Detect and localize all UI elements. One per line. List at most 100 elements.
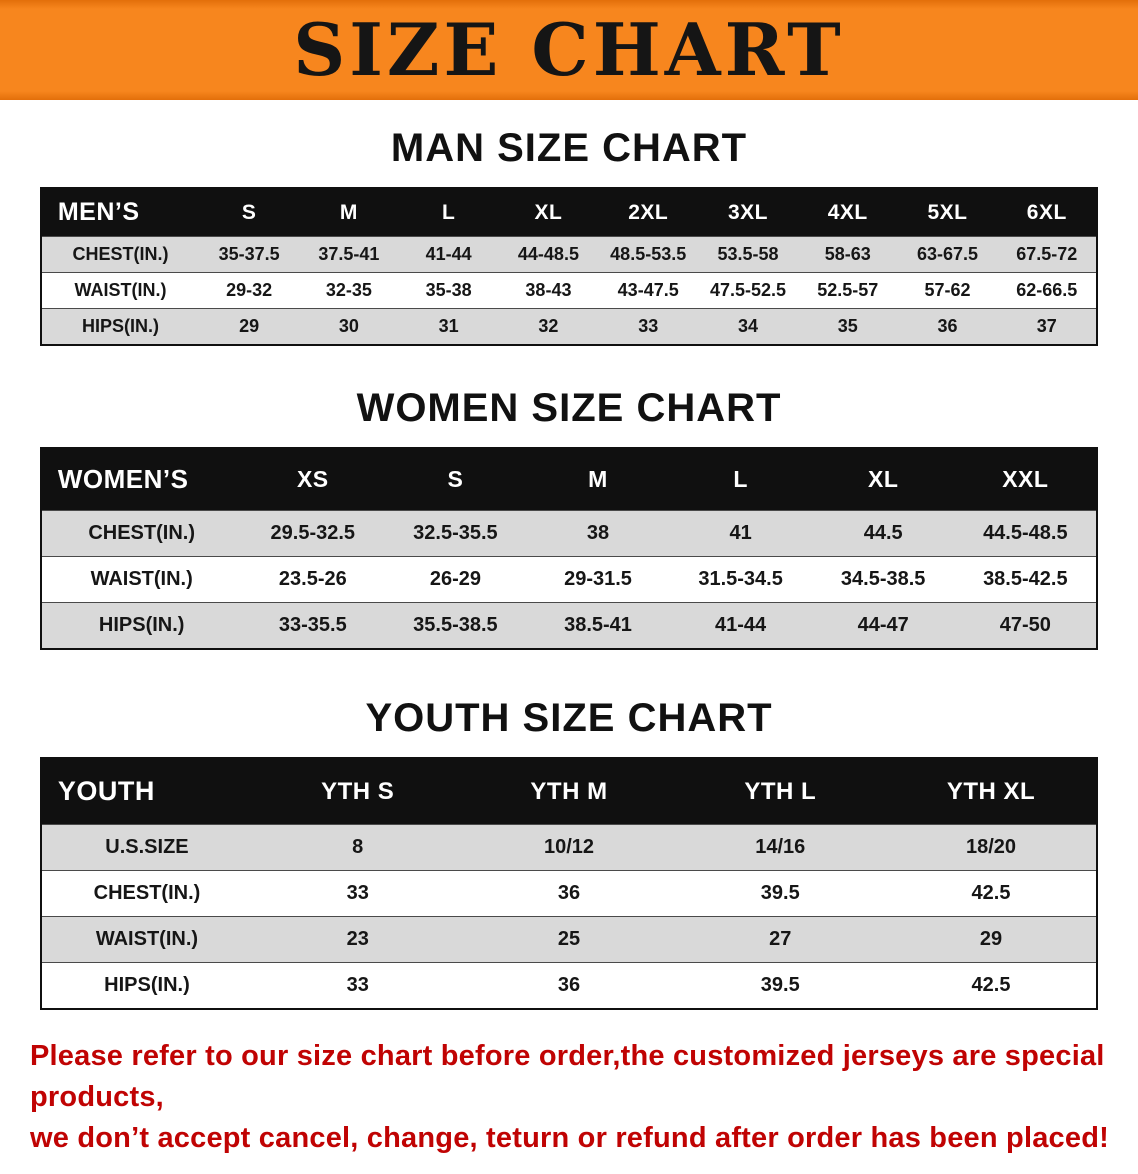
table-header-row: MEN’S S M L XL 2XL 3XL 4XL 5XL 6XL	[40, 188, 1098, 237]
size-column-header: YTH XL	[885, 758, 1098, 825]
size-value-cell: 32	[498, 308, 599, 345]
size-value-cell: 35-37.5	[199, 236, 300, 273]
size-value-cell: 10/12	[463, 824, 675, 871]
size-value-cell: 29	[199, 308, 300, 345]
size-value-cell: 8	[252, 824, 464, 871]
size-value-cell: 47-50	[954, 602, 1098, 649]
size-value-cell: 44.5-48.5	[954, 510, 1098, 557]
size-value-cell: 33	[252, 962, 464, 1009]
size-value-cell: 39.5	[674, 962, 886, 1009]
table-row: U.S.SIZE 8 10/12 14/16 18/20	[40, 824, 1098, 871]
size-value-cell: 30	[299, 308, 399, 345]
disclaimer: Please refer to our size chart before or…	[0, 1036, 1138, 1174]
table-row: WAIST(IN.) 29-32 32-35 35-38 38-43 43-47.5 47.…	[40, 272, 1098, 309]
row-label: CHEST(IN.)	[40, 870, 253, 917]
size-column-header: S	[199, 188, 300, 237]
size-column-header: YTH S	[252, 758, 464, 825]
size-column-header: L	[669, 448, 812, 511]
size-value-cell: 47.5-52.5	[698, 272, 798, 309]
size-value-cell: 44.5	[811, 510, 955, 557]
row-label: HIPS(IN.)	[40, 962, 253, 1009]
size-value-cell: 34.5-38.5	[811, 556, 955, 603]
size-value-cell: 52.5-57	[797, 272, 898, 309]
man-table-title: MEN’S	[40, 188, 200, 237]
row-label: HIPS(IN.)	[40, 308, 200, 345]
size-value-cell: 29.5-32.5	[241, 510, 385, 557]
table-header-row: YOUTH YTH S YTH M YTH L YTH XL	[40, 758, 1098, 825]
size-column-header: XL	[811, 448, 955, 511]
table-row: CHEST(IN.) 29.5-32.5 32.5-35.5 38 41 44.5 44.5…	[40, 510, 1098, 557]
size-value-cell: 35-38	[398, 272, 499, 309]
size-column-header: XL	[498, 188, 599, 237]
man-size-chart-section: MAN SIZE CHART MEN’S S M L XL 2XL 3XL 4XL 5XL 6XL C…	[0, 100, 1138, 346]
size-value-cell: 31.5-34.5	[669, 556, 812, 603]
size-value-cell: 18/20	[885, 824, 1098, 871]
table-row: WAIST(IN.) 23 25 27 29	[40, 916, 1098, 963]
size-chart-sections: MAN SIZE CHART MEN’S S M L XL 2XL 3XL 4XL 5XL 6XL C…	[0, 100, 1138, 1010]
size-value-cell: 29	[885, 916, 1098, 963]
size-value-cell: 36	[897, 308, 998, 345]
size-column-header: 6XL	[997, 188, 1098, 237]
size-column-header: 3XL	[698, 188, 798, 237]
size-value-cell: 32-35	[299, 272, 399, 309]
women-table-title: WOMEN’S	[40, 448, 242, 511]
size-column-header: YTH L	[674, 758, 886, 825]
size-value-cell: 35	[797, 308, 898, 345]
youth-size-chart-heading: YOUTH SIZE CHART	[365, 696, 773, 740]
size-value-cell: 36	[463, 962, 675, 1009]
size-column-header: XXL	[954, 448, 1098, 511]
size-value-cell: 23.5-26	[241, 556, 385, 603]
size-value-cell: 34	[698, 308, 798, 345]
size-value-cell: 48.5-53.5	[598, 236, 699, 273]
size-value-cell: 53.5-58	[698, 236, 798, 273]
size-column-header: L	[398, 188, 499, 237]
row-label: WAIST(IN.)	[40, 272, 200, 309]
row-label: WAIST(IN.)	[40, 916, 253, 963]
size-column-header: 4XL	[797, 188, 898, 237]
size-value-cell: 62-66.5	[997, 272, 1098, 309]
size-value-cell: 38	[526, 510, 670, 557]
size-value-cell: 42.5	[885, 870, 1098, 917]
man-size-table: MEN’S S M L XL 2XL 3XL 4XL 5XL 6XL CHEST(IN.) 35-37…	[39, 187, 1099, 346]
size-value-cell: 14/16	[674, 824, 886, 871]
disclaimer-line-1: Please refer to our size chart before or…	[30, 1040, 1105, 1114]
size-value-cell: 32.5-35.5	[384, 510, 527, 557]
size-column-header: M	[299, 188, 399, 237]
table-row: CHEST(IN.) 35-37.5 37.5-41 41-44 44-48.5 48.5…	[40, 236, 1098, 273]
disclaimer-line-2: we don’t accept cancel, change, teturn o…	[30, 1122, 1109, 1155]
row-label: HIPS(IN.)	[40, 602, 242, 649]
size-value-cell: 67.5-72	[997, 236, 1098, 273]
size-value-cell: 44-47	[811, 602, 955, 649]
youth-size-table: YOUTH YTH S YTH M YTH L YTH XL U.S.SIZE 8 10/12…	[39, 757, 1099, 1010]
size-value-cell: 25	[463, 916, 675, 963]
row-label: U.S.SIZE	[40, 824, 253, 871]
size-value-cell: 41-44	[669, 602, 812, 649]
row-label: CHEST(IN.)	[40, 236, 200, 273]
size-value-cell: 23	[252, 916, 464, 963]
women-size-table: WOMEN’S XS S M L XL XXL CHEST(IN.) 29.5-32.5 32.5…	[39, 447, 1099, 650]
size-column-header: YTH M	[463, 758, 675, 825]
size-value-cell: 38-43	[498, 272, 599, 309]
size-value-cell: 41	[669, 510, 812, 557]
youth-size-chart-section: YOUTH SIZE CHART YOUTH YTH S YTH M YTH L YTH …	[0, 650, 1138, 1010]
size-value-cell: 42.5	[885, 962, 1098, 1009]
man-size-chart-heading: MAN SIZE CHART	[390, 126, 748, 170]
banner: SIZE CHART	[0, 0, 1138, 100]
size-value-cell: 29-31.5	[526, 556, 670, 603]
size-value-cell: 37	[997, 308, 1098, 345]
youth-table-title: YOUTH	[40, 758, 253, 825]
size-value-cell: 26-29	[384, 556, 527, 603]
row-label: CHEST(IN.)	[40, 510, 242, 557]
size-column-header: 5XL	[897, 188, 998, 237]
size-column-header: 2XL	[598, 188, 699, 237]
row-label: WAIST(IN.)	[40, 556, 242, 603]
size-value-cell: 43-47.5	[598, 272, 699, 309]
size-value-cell: 33	[252, 870, 464, 917]
size-value-cell: 31	[398, 308, 499, 345]
size-column-header: XS	[241, 448, 385, 511]
size-value-cell: 36	[463, 870, 675, 917]
size-value-cell: 63-67.5	[897, 236, 998, 273]
size-value-cell: 38.5-41	[526, 602, 670, 649]
page-title: SIZE CHART	[293, 7, 845, 92]
size-value-cell: 39.5	[674, 870, 886, 917]
